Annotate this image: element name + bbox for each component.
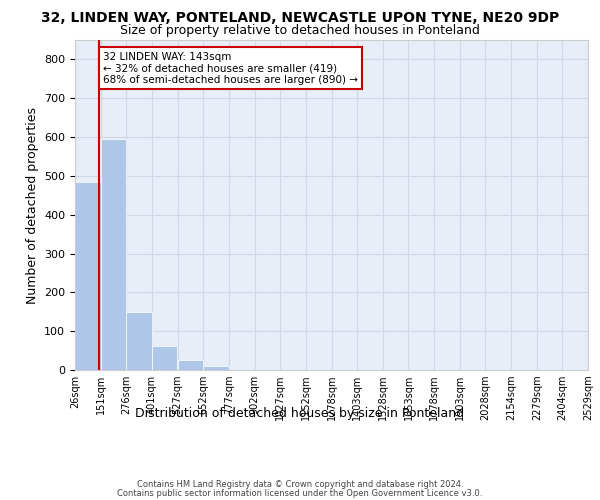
Text: 32 LINDEN WAY: 143sqm
← 32% of detached houses are smaller (419)
68% of semi-det: 32 LINDEN WAY: 143sqm ← 32% of detached …	[103, 52, 358, 85]
Bar	[203, 366, 229, 370]
Bar	[126, 312, 152, 370]
Bar	[152, 346, 178, 370]
Text: Contains HM Land Registry data © Crown copyright and database right 2024.: Contains HM Land Registry data © Crown c…	[137, 480, 463, 489]
Text: Size of property relative to detached houses in Ponteland: Size of property relative to detached ho…	[120, 24, 480, 37]
Text: 32, LINDEN WAY, PONTELAND, NEWCASTLE UPON TYNE, NE20 9DP: 32, LINDEN WAY, PONTELAND, NEWCASTLE UPO…	[41, 11, 559, 25]
Bar	[75, 182, 101, 370]
Y-axis label: Number of detached properties: Number of detached properties	[26, 106, 38, 304]
Bar	[101, 140, 126, 370]
Bar	[178, 360, 203, 370]
Text: Distribution of detached houses by size in Ponteland: Distribution of detached houses by size …	[136, 408, 464, 420]
Text: Contains public sector information licensed under the Open Government Licence v3: Contains public sector information licen…	[118, 489, 482, 498]
